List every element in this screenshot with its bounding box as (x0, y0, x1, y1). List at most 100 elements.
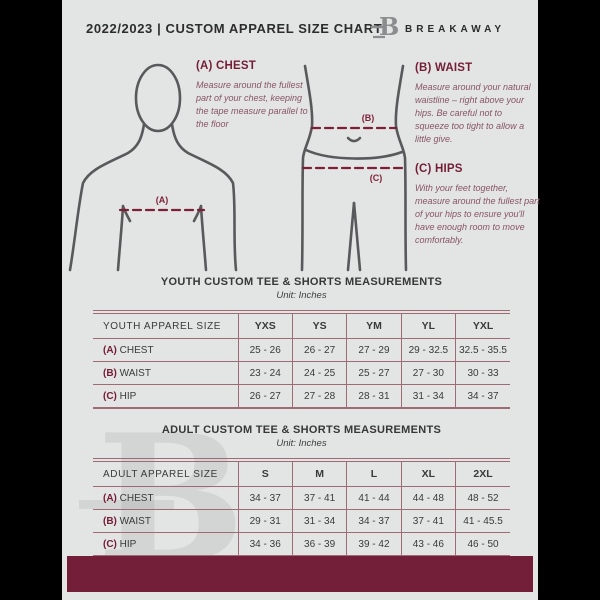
adult-table-unit: Unit: Inches (276, 438, 327, 449)
measurement-value: 24 - 25 (291, 361, 347, 385)
chest-heading: (A) CHEST (196, 60, 256, 72)
row-key: (B) (103, 515, 117, 527)
size-column-header: M (291, 460, 347, 487)
measurement-value: 23 - 24 (237, 361, 293, 385)
size-column-header: 2XL (455, 460, 510, 487)
chest-instructions: (A) CHEST Measure around the fullest par… (196, 60, 308, 131)
size-column-header: YL (400, 312, 456, 339)
head-outline (134, 63, 182, 133)
measurement-value: 34 - 37 (237, 486, 293, 510)
youth-table-unit: Unit: Inches (276, 290, 327, 301)
measurement-value: 25 - 27 (346, 361, 402, 385)
measurement-value: 41 - 44 (346, 486, 402, 510)
measurement-row: (C) HIP 26 - 27 27 - 28 28 - 31 31 - 34 34 - … (93, 384, 510, 408)
measurement-value: 43 - 46 (400, 532, 456, 556)
size-tables: YOUTH CUSTOM TEE & SHORTS MEASUREMENTS U… (93, 276, 510, 557)
size-column-header: L (346, 460, 402, 487)
right-shoulder-arm (170, 122, 238, 272)
measurement-value: 48 - 52 (455, 486, 510, 510)
measurement-value: 37 - 41 (291, 486, 347, 510)
adult-table-block: ADULT CUSTOM TEE & SHORTS MEASUREMENTS U… (93, 424, 510, 557)
chest-line-label: (A) (156, 195, 169, 205)
left-inner-leg (346, 201, 356, 272)
table-header-row: YOUTH APPAREL SIZE YXS YS YM YL YXL (93, 312, 510, 339)
measurement-row-label: (B) WAIST (93, 361, 238, 385)
adult-table-title: ADULT CUSTOM TEE & SHORTS MEASUREMENTS (161, 424, 442, 436)
measurement-row-label: (A) CHEST (93, 486, 238, 510)
measurement-value: 29 - 32.5 (400, 338, 456, 362)
breakaway-logo-icon: B (370, 12, 399, 45)
row-key: (B) (103, 367, 117, 379)
measurement-value: 46 - 50 (455, 532, 510, 556)
measurement-value: 36 - 39 (291, 532, 347, 556)
waist-instructions: (B) WAIST Measure around your natural wa… (415, 62, 538, 146)
adult-size-table: ADULT APPAREL SIZE S M L XL 2XL (A) CHEST 34 - … (93, 458, 510, 557)
measurement-value: 27 - 30 (400, 361, 456, 385)
youth-size-table: YOUTH APPAREL SIZE YXS YS YM YL YXL (A) CHEST 2… (93, 310, 510, 409)
size-column-header: YS (291, 312, 347, 339)
youth-table-block: YOUTH CUSTOM TEE & SHORTS MEASUREMENTS U… (93, 276, 510, 409)
measurement-value: 44 - 48 (400, 486, 456, 510)
brand-name: BREAKAWAY (405, 24, 506, 35)
row-key: (C) (103, 538, 117, 550)
measurement-row: (B) WAIST 23 - 24 24 - 25 25 - 27 27 - 30 30 … (93, 361, 510, 385)
size-column-header: YXS (237, 312, 293, 339)
waist-heading: (B) WAIST (415, 62, 473, 74)
measurement-value: 32.5 - 35.5 (455, 338, 510, 362)
measurement-value: 41 - 45.5 (455, 509, 510, 533)
measurement-value: 34 - 37 (455, 384, 510, 408)
measurement-value: 26 - 27 (237, 384, 293, 408)
measurement-value: 34 - 37 (346, 509, 402, 533)
page-title: 2022/2023 | CUSTOM APPAREL SIZE CHART (86, 21, 383, 36)
youth-table-title: YOUTH CUSTOM TEE & SHORTS MEASUREMENTS (160, 276, 443, 288)
measurement-value: 31 - 34 (291, 509, 347, 533)
apparel-size-header: ADULT APPAREL SIZE (93, 460, 238, 487)
size-chart-document: 2022/2023 | CUSTOM APPAREL SIZE CHART B … (62, 0, 540, 600)
right-outline (394, 64, 408, 272)
waist-line-label: (B) (362, 113, 375, 123)
measurement-value: 34 - 36 (237, 532, 293, 556)
measurement-value: 28 - 31 (346, 384, 402, 408)
navel (346, 136, 362, 143)
measurement-row-label: (C) HIP (103, 538, 137, 550)
measurement-value: 25 - 26 (237, 338, 293, 362)
brand: B BREAKAWAY (370, 12, 506, 45)
measurement-value: 27 - 29 (346, 338, 402, 362)
left-outline (300, 64, 314, 272)
chest-body: Measure around the fullest part of your … (196, 80, 308, 130)
svg-text:B: B (379, 14, 398, 40)
right-inner-arm (192, 204, 208, 272)
lower-body-figure: (B) (C) (300, 64, 408, 272)
measurement-value: 30 - 33 (455, 361, 510, 385)
torso-figure: (A) (68, 63, 238, 272)
footer-bar (67, 556, 533, 592)
measurement-row: (C) HIP 34 - 36 36 - 39 39 - 42 43 - 46 46 - … (93, 532, 510, 556)
row-key: (A) (103, 492, 117, 504)
table-header-row: ADULT APPAREL SIZE S M L XL 2XL (93, 460, 510, 487)
measurement-value: 31 - 34 (400, 384, 456, 408)
measurement-value: 29 - 31 (237, 509, 293, 533)
waist-body: Measure around your natural waistline – … (415, 82, 531, 145)
measurement-row: (A) CHEST 34 - 37 37 - 41 41 - 44 44 - 48 48 … (93, 486, 510, 510)
size-column-header: YM (346, 312, 402, 339)
hips-heading: (C) HIPS (415, 163, 463, 175)
measurement-row-label: (B) WAIST (93, 509, 238, 533)
hip-line-label: (C) (370, 173, 383, 183)
measurement-value: 39 - 42 (346, 532, 402, 556)
measurement-row: (B) WAIST 29 - 31 31 - 34 34 - 37 37 - 41 41 … (93, 509, 510, 533)
measurement-row-label: (C) HIP (103, 390, 137, 402)
measurement-row-label: (A) CHEST (93, 338, 238, 362)
row-key: (A) (103, 344, 117, 356)
right-inner-leg (352, 201, 362, 272)
left-inner-arm (116, 204, 132, 272)
apparel-size-header: YOUTH APPAREL SIZE (93, 312, 238, 339)
measurement-row: (A) CHEST 25 - 26 26 - 27 27 - 29 29 - 32.5 3… (93, 338, 510, 362)
measurement-value: 26 - 27 (291, 338, 347, 362)
size-column-header: YXL (455, 312, 510, 339)
hips-instructions: (C) HIPS With your feet together, measur… (415, 163, 543, 247)
left-shoulder-arm (68, 122, 146, 272)
row-key: (C) (103, 390, 117, 402)
hip-curve (304, 148, 404, 160)
hips-body: With your feet together, measure around … (415, 183, 540, 246)
